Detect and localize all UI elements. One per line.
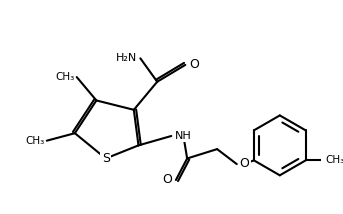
Text: CH₃: CH₃ <box>326 155 343 165</box>
Text: O: O <box>239 157 249 170</box>
Text: CH₃: CH₃ <box>56 72 75 82</box>
Text: CH₃: CH₃ <box>26 136 45 146</box>
Text: S: S <box>102 152 110 165</box>
Text: O: O <box>189 58 199 71</box>
Text: NH: NH <box>175 131 192 141</box>
Text: H₂N: H₂N <box>116 53 138 63</box>
Text: O: O <box>162 174 172 186</box>
